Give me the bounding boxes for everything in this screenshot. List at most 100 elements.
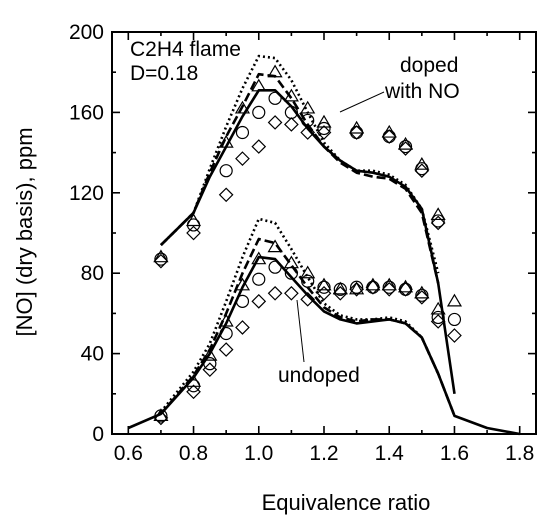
marker-triangle-doped — [397, 136, 414, 150]
marker-circle-doped — [219, 164, 233, 178]
marker-triangle-doped — [283, 88, 299, 102]
y-tick-label: 40 — [81, 343, 104, 366]
annotation-undoped-leader — [296, 299, 305, 363]
marker-circle-doped — [235, 125, 250, 140]
marker-diamond-doped — [349, 125, 364, 140]
marker-diamond-doped — [153, 253, 169, 269]
series-line-undoped-dashed — [159, 237, 456, 417]
marker-diamond-doped — [381, 129, 397, 144]
marker-triangle-undoped — [446, 293, 463, 307]
ticks-layer: 0.6 0.8 1.0 1.2 1.4 1.6 1.8 0 40 80 120 160 200 — [69, 21, 536, 465]
marker-triangle-doped — [251, 78, 267, 92]
marker-triangle-undoped — [381, 277, 397, 291]
annotation-flame: C2H4 flame — [130, 38, 241, 61]
marker-diamond-undoped — [398, 281, 413, 297]
marker-circle-undoped — [447, 312, 462, 327]
y-tick-label: 0 — [92, 423, 104, 446]
marker-diamond-doped — [235, 151, 250, 166]
marker-diamond-undoped — [300, 291, 316, 307]
marker-diamond-doped — [316, 125, 332, 140]
marker-circle-doped — [431, 214, 445, 228]
marker-triangle-undoped — [251, 251, 267, 265]
marker-circle-doped — [268, 91, 282, 105]
marker-diamond-undoped — [202, 362, 218, 378]
marker-circle-undoped — [154, 409, 168, 423]
annotation-doped-line1: doped — [400, 54, 458, 77]
marker-triangle-undoped — [234, 277, 251, 291]
marker-diamond-undoped — [316, 285, 332, 301]
marker-diamond-undoped — [414, 289, 430, 305]
marker-circle-undoped — [301, 274, 315, 288]
x-tick-label: 0.6 — [114, 442, 143, 465]
marker-triangle-doped — [234, 100, 251, 114]
marker-circle-undoped — [366, 280, 380, 294]
marker-diamond-undoped — [153, 410, 169, 426]
marker-diamond-undoped — [251, 293, 267, 309]
series-line-doped-solid — [159, 89, 456, 394]
marker-circle-undoped — [186, 379, 201, 393]
y-tick-label: 200 — [69, 21, 104, 44]
marker-triangle-undoped — [300, 265, 316, 279]
marker-circle-doped — [415, 162, 429, 176]
annotation-doped-line2: with NO — [384, 80, 460, 103]
marker-circle-undoped — [317, 280, 331, 294]
marker-circle-undoped — [415, 288, 429, 302]
x-tick-label: 1.0 — [244, 442, 273, 465]
marker-diamond-doped — [218, 187, 234, 203]
marker-triangle-doped — [218, 134, 234, 148]
marker-triangle-doped — [153, 249, 169, 263]
series-line-undoped-solid — [127, 255, 520, 436]
marker-diamond-doped — [186, 225, 201, 241]
marker-circle-doped — [398, 139, 413, 154]
marker-triangle-undoped — [349, 281, 365, 295]
marker-diamond-undoped — [235, 320, 250, 335]
marker-diamond-doped — [267, 115, 283, 130]
marker-circle-undoped — [235, 294, 250, 308]
marker-triangle-undoped — [430, 301, 446, 315]
marker-diamond-undoped — [284, 285, 299, 301]
y-tick-label: 80 — [81, 262, 104, 285]
marker-circle-doped — [186, 218, 201, 232]
marker-circle-undoped — [252, 272, 266, 286]
marker-circle-doped — [154, 252, 168, 266]
x-tick-label: 0.8 — [179, 442, 208, 465]
marker-triangle-undoped — [218, 313, 234, 327]
marker-diamond-undoped — [218, 342, 234, 357]
marker-circle-doped — [317, 121, 331, 136]
marker-diamond-undoped — [381, 281, 397, 297]
marker-circle-undoped — [333, 282, 347, 296]
marker-circle-undoped — [268, 260, 282, 274]
x-tick-label: 1.4 — [375, 442, 405, 465]
marker-triangle-doped — [316, 114, 332, 128]
series-line-doped-dashed — [159, 72, 440, 284]
marker-triangle-undoped — [332, 281, 348, 295]
annotation-doped-leader — [339, 91, 385, 113]
marker-triangle-undoped — [202, 347, 218, 361]
marker-diamond-undoped — [267, 285, 283, 301]
annotation-dilution: D=0.18 — [130, 62, 198, 85]
marker-diamond-undoped — [186, 384, 201, 400]
markers-layer — [153, 64, 463, 426]
marker-diamond-doped — [251, 139, 267, 154]
marker-circle-undoped — [350, 280, 364, 294]
marker-triangle-doped — [300, 100, 316, 114]
x-tick-label: 1.2 — [309, 442, 338, 465]
marker-diamond-doped — [284, 117, 299, 132]
marker-circle-undoped — [398, 282, 413, 296]
marker-triangle-doped — [430, 207, 446, 221]
marker-diamond-doped — [300, 125, 316, 140]
marker-circle-undoped — [203, 357, 217, 371]
marker-triangle-doped — [267, 64, 283, 78]
x-tick-label: 1.6 — [440, 442, 469, 465]
annotation-undoped: undoped — [278, 364, 360, 387]
x-tick-label: 1.8 — [505, 442, 534, 465]
marker-circle-undoped — [284, 266, 298, 280]
marker-diamond-undoped — [430, 314, 446, 329]
marker-circle-doped — [252, 105, 266, 120]
marker-diamond-undoped — [365, 279, 381, 295]
marker-diamond-undoped — [349, 281, 364, 297]
marker-circle-undoped — [382, 280, 396, 294]
marker-diamond-undoped — [332, 285, 348, 301]
marker-triangle-undoped — [414, 285, 430, 299]
